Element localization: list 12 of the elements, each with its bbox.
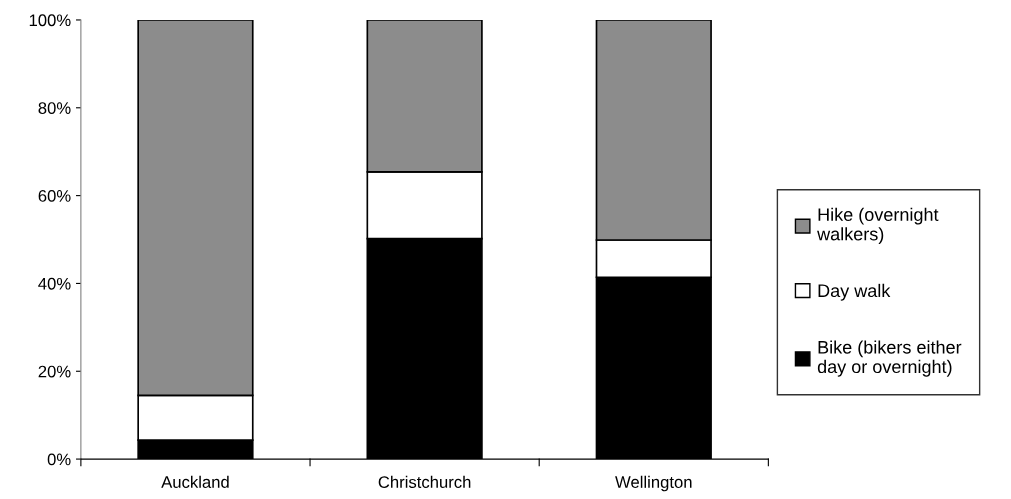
y-tick-label: 20%: [38, 365, 71, 378]
y-tick-label: 40%: [38, 277, 71, 290]
x-tick-label: Wellington: [615, 475, 692, 492]
y-tick-label: 80%: [38, 102, 71, 114]
legend-label: Day walk: [818, 283, 891, 301]
legend-label: Bike (bikers either day or overnight): [817, 340, 962, 377]
y-tick-label: 0%: [47, 453, 71, 466]
y-tick-label: 60%: [38, 190, 71, 202]
legend-label: Hike (overnight walkers): [817, 207, 939, 245]
x-tick-label: Christchurch: [378, 475, 471, 488]
y-tick-label: 100%: [29, 14, 71, 27]
x-tick-label: Auckland: [161, 475, 229, 488]
